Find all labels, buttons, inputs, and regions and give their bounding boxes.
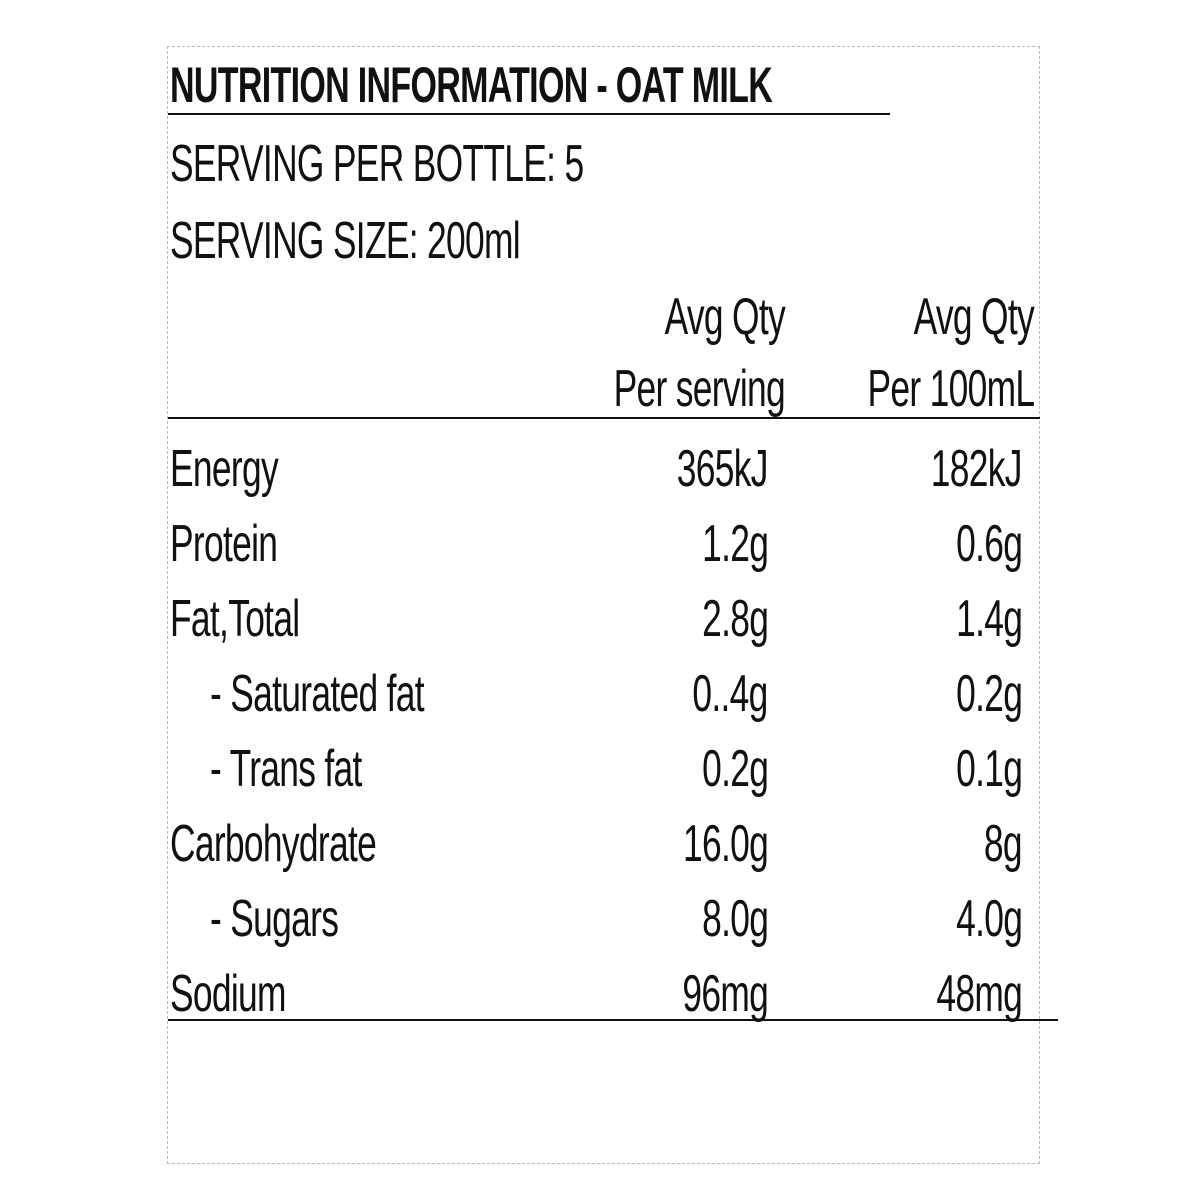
nutrient-name: - Saturated fat bbox=[210, 665, 425, 723]
per-serving-value: 0.2g bbox=[701, 740, 769, 798]
per-serving-value: 0..4g bbox=[692, 665, 769, 723]
per-100ml-value: 0.1g bbox=[955, 740, 1023, 798]
per-100ml-value: 1.4g bbox=[955, 590, 1023, 648]
nutrient-name: - Sugars bbox=[210, 890, 339, 948]
per-100ml-value: 8g bbox=[984, 815, 1023, 873]
per-serving-value: 16.0g bbox=[682, 815, 769, 873]
per-serving-value: 8.0g bbox=[701, 890, 769, 948]
per-serving-value: 1.2g bbox=[701, 515, 769, 573]
column-header: Per 100mL bbox=[867, 360, 1035, 418]
bottom-rule bbox=[168, 1019, 1058, 1021]
nutrient-name: Carbohydrate bbox=[170, 815, 377, 873]
serving-size: SERVING SIZE: 200ml bbox=[170, 212, 521, 270]
title-underline bbox=[168, 113, 890, 115]
nutrient-name: Energy bbox=[170, 440, 279, 498]
title: NUTRITION INFORMATION - OAT MILK bbox=[170, 57, 773, 113]
column-header: Avg Qty bbox=[664, 288, 786, 346]
column-header: Per serving bbox=[613, 360, 786, 418]
column-header: Avg Qty bbox=[913, 288, 1035, 346]
nutrient-name: Sodium bbox=[170, 965, 286, 1023]
per-100ml-value: 4.0g bbox=[955, 890, 1023, 948]
per-serving-value: 2.8g bbox=[701, 590, 769, 648]
per-serving-value: 365kJ bbox=[677, 440, 769, 498]
per-100ml-value: 0.6g bbox=[955, 515, 1023, 573]
per-100ml-value: 48mg bbox=[936, 965, 1022, 1023]
nutrient-name: Fat,Total bbox=[170, 590, 300, 648]
per-100ml-value: 0.2g bbox=[955, 665, 1023, 723]
nutrient-name: Protein bbox=[170, 515, 278, 573]
per-serving-value: 96mg bbox=[682, 965, 768, 1023]
header-rule bbox=[168, 417, 1040, 419]
label-frame bbox=[167, 46, 1040, 1164]
nutrient-name: - Trans fat bbox=[210, 740, 362, 798]
servings-per-bottle: SERVING PER BOTTLE: 5 bbox=[170, 135, 584, 193]
per-100ml-value: 182kJ bbox=[931, 440, 1023, 498]
